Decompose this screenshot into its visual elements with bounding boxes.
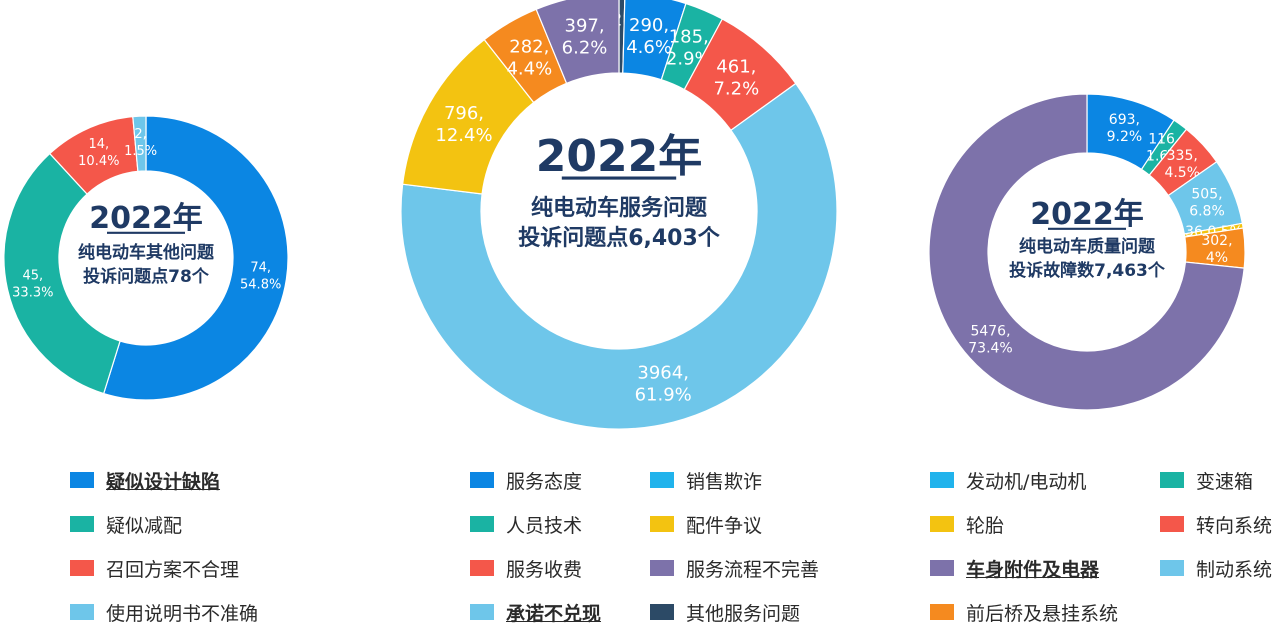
legend-item-2-4: 配件争议: [650, 512, 763, 537]
slice-label-2-7: 282, 4.4%: [506, 37, 552, 80]
slice-label-2-8: 397, 6.2%: [562, 16, 608, 59]
legend-swatch: [70, 472, 94, 488]
slice-1-2: [3, 152, 121, 395]
center-line-3-1: 纯电动车质量问题: [1019, 236, 1156, 257]
legend-swatch: [1160, 560, 1184, 576]
legend-label: 其他服务问题: [686, 602, 801, 625]
center-year-1: 2022年: [89, 201, 203, 236]
legend-swatch: [1160, 516, 1184, 532]
legend-swatch: [70, 604, 94, 620]
slice-label-3-1: 693, 9.2%: [1107, 112, 1143, 145]
slice-label-2-4: 461, 7.2%: [713, 56, 759, 99]
legend-item-2-5: 服务收费: [470, 556, 583, 581]
legend-item-3-7: 前后桥及悬挂系统: [930, 600, 1119, 625]
legend-item-2-1: 服务态度: [470, 468, 583, 493]
slice-label-2-5: 3964, 61.9%: [635, 363, 692, 406]
slice-label-3-4: 505, 6.8%: [1189, 186, 1225, 219]
center-year-2: 2022年: [536, 131, 702, 182]
slice-1-4: [132, 115, 147, 173]
legend-label: 服务流程不完善: [686, 558, 820, 581]
legend-item-3-3: 轮胎: [930, 512, 1005, 537]
legend-swatch: [650, 604, 674, 620]
legend-label: 变速箱: [1196, 470, 1254, 493]
legend-label: 人员技术: [506, 514, 583, 537]
slice-label-2-2: 290, 4.6%: [626, 15, 672, 58]
center-line-2-2: 投诉问题点6,403个: [518, 225, 721, 251]
legend-item-3-4: 转向系统: [1160, 512, 1273, 537]
legend-label: 制动系统: [1196, 558, 1273, 581]
legend-item-2-3: 人员技术: [470, 512, 583, 537]
legend-label: 召回方案不合理: [106, 558, 240, 581]
legend-swatch: [470, 472, 494, 488]
donut-chart-1: 74, 54.8% 45, 33.3% 14, 10.4%2, 1.5% 2022年纯电动车其…: [3, 115, 289, 401]
legend-swatch: [470, 604, 494, 620]
legend-label: 车身附件及电器: [966, 558, 1100, 581]
slice-label-1-3: 14, 10.4%: [78, 137, 119, 169]
legend-swatch: [470, 560, 494, 576]
legend-label: 疑似减配: [106, 514, 183, 537]
legend-swatch: [70, 560, 94, 576]
slice-2-5: [400, 82, 838, 430]
legend-label: 前后桥及悬挂系统: [966, 602, 1119, 625]
legend-label: 使用说明书不准确: [106, 602, 259, 625]
slice-1-1: [102, 115, 289, 401]
legend-swatch: [650, 472, 674, 488]
slice-label-1-2: 45, 33.3%: [12, 268, 53, 300]
legend-label: 配件争议: [686, 514, 763, 537]
legend-swatch: [70, 516, 94, 532]
legend-label: 疑似设计缺陷: [106, 470, 221, 493]
legend-item-2-7: 承诺不兑现: [470, 600, 602, 625]
legend-swatch: [650, 516, 674, 532]
legend-item-1-4: 使用说明书不准确: [70, 600, 259, 625]
legend-item-2-2: 销售欺诈: [650, 468, 763, 493]
center-year-3: 2022年: [1030, 197, 1144, 232]
donut-chart-3: 693,9.2%116,1.6%335,4.5%505,6.8%36,0.5%3…: [928, 93, 1246, 411]
legend-swatch: [930, 604, 954, 620]
legend-swatch: [470, 516, 494, 532]
legend-item-1-3: 召回方案不合理: [70, 556, 240, 581]
legend-label: 销售欺诈: [686, 470, 763, 493]
legend-label: 服务收费: [506, 558, 583, 581]
slice-label-1-4: 2, 1.5%: [124, 127, 157, 159]
legend-swatch: [930, 560, 954, 576]
legend-item-2-8: 其他服务问题: [650, 600, 801, 625]
slice-label-3-6: 302, 4%: [1201, 233, 1232, 266]
slice-label-3-7: 5476, 73.4%: [968, 324, 1012, 357]
center-line-1-1: 纯电动车其他问题: [78, 242, 215, 263]
legend-item-3-1: 发动机/电动机: [930, 468, 1087, 493]
slice-label-2-6: 796, 12.4%: [435, 103, 492, 146]
center-line-2-1: 纯电动车服务问题: [531, 195, 708, 221]
legend-swatch: [930, 516, 954, 532]
legend-label: 转向系统: [1196, 514, 1273, 537]
legend-item-3-5: 车身附件及电器: [930, 556, 1100, 581]
legend-swatch: [650, 560, 674, 576]
legend-item-3-2: 变速箱: [1160, 468, 1254, 493]
donut-chart-2: 28,0.4%290,4.6%185,2.9%461,7.2%3964,61.9…: [400, 0, 838, 430]
slice-3-7: [928, 93, 1245, 411]
legend-swatch: [930, 472, 954, 488]
center-line-3-2: 投诉故障数7,463个: [1009, 260, 1166, 281]
legend-label: 承诺不兑现: [506, 602, 602, 625]
legend-item-3-6: 制动系统: [1160, 556, 1273, 581]
center-line-1-2: 投诉问题点78个: [83, 266, 210, 287]
legend-item-1-2: 疑似减配: [70, 512, 183, 537]
slice-label-3-3: 335, 4.5%: [1164, 148, 1200, 181]
legend-swatch: [1160, 472, 1184, 488]
legend-item-2-6: 服务流程不完善: [650, 556, 820, 581]
legend-label: 轮胎: [966, 514, 1005, 537]
slice-label-1-1: 74, 54.8%: [240, 261, 281, 293]
legend-item-1-1: 疑似设计缺陷: [70, 468, 221, 493]
legend-label: 发动机/电动机: [966, 470, 1087, 493]
slice-2-8: [535, 0, 620, 85]
legend-label: 服务态度: [506, 470, 583, 493]
